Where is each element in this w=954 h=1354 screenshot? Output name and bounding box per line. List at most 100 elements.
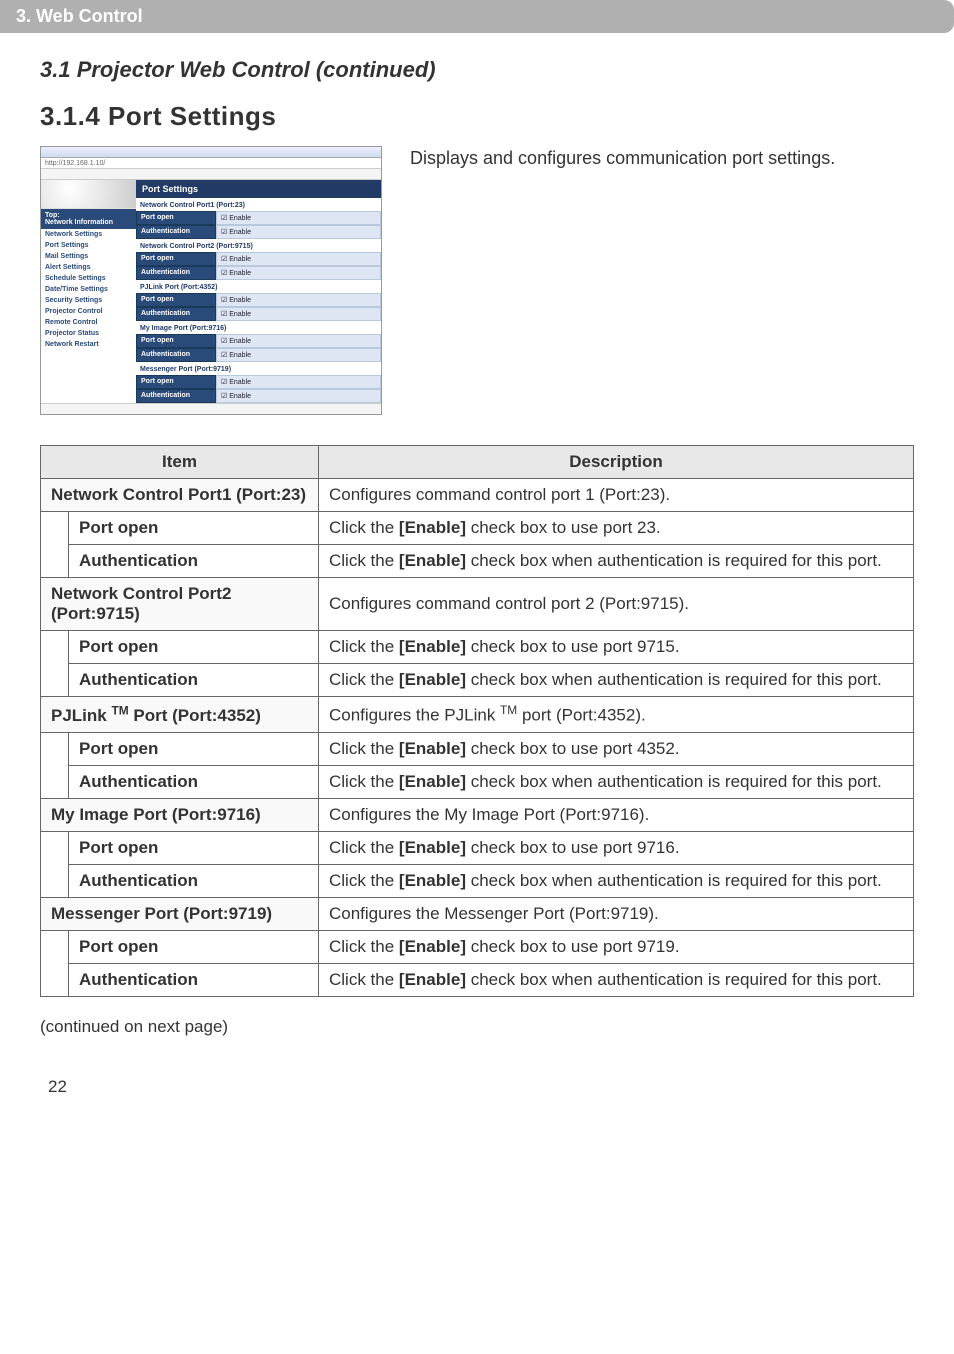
mock-group-title: My Image Port (Port:9716) [136,321,381,334]
group-title-cell: Network Control Port1 (Port:23) [41,479,319,512]
mock-sidebar-item: Projector Control [41,306,136,317]
mock-row: Authentication☑ Enable [136,266,381,280]
row-desc-cell: Click the [Enable] check box when authen… [319,545,914,578]
spec-table: Item Description Network Control Port1 (… [40,445,914,997]
mock-cell-label: Port open [136,375,216,389]
mock-cell-label: Authentication [136,348,216,362]
continued-note: (continued on next page) [40,1017,914,1037]
mock-main-header: Port Settings [136,180,381,198]
mock-row: Port open☑ Enable [136,293,381,307]
mock-cell-label: Port open [136,334,216,348]
group-title-cell: My Image Port (Port:9716) [41,798,319,831]
table-row: Port openClick the [Enable] check box to… [41,631,914,664]
section-bar: 3. Web Control [0,0,954,33]
mock-titlebar [41,147,381,158]
mock-sidebar-item: Date/Time Settings [41,284,136,295]
table-row: AuthenticationClick the [Enable] check b… [41,963,914,996]
mock-sidebar-item: Network Settings [41,229,136,240]
group-title-cell: PJLink TM Port (Port:4352) [41,697,319,733]
mock-cell-value: ☑ Enable [216,266,381,280]
row-label-cell: Authentication [69,864,319,897]
table-row: Port openClick the [Enable] check box to… [41,831,914,864]
mock-cell-value: ☑ Enable [216,334,381,348]
mock-side-label: Network Information [45,219,132,226]
mock-row: Port open☑ Enable [136,211,381,225]
mock-row: Port open☑ Enable [136,252,381,266]
mock-sidebar-item: Alert Settings [41,262,136,273]
table-group-header: Messenger Port (Port:9719)Configures the… [41,897,914,930]
mock-toolbar [41,169,381,180]
mock-cell-label: Authentication [136,389,216,403]
row-label-cell: Authentication [69,963,319,996]
row-desc-cell: Click the [Enable] check box to use port… [319,512,914,545]
mock-cell-value: ☑ Enable [216,389,381,403]
row-label-cell: Port open [69,512,319,545]
mock-cell-value: ☑ Enable [216,225,381,239]
heading-sub: 3.1.4 Port Settings [40,101,914,132]
page-number: 22 [40,1077,914,1097]
row-desc-cell: Click the [Enable] check box when authen… [319,864,914,897]
row-indent-cell [41,732,69,798]
row-label-cell: Port open [69,930,319,963]
row-label-cell: Port open [69,631,319,664]
screenshot-mock: http://192.168.1.10/ Top: Network Inform… [40,146,382,415]
group-desc-cell: Configures the PJLink TM port (Port:4352… [319,697,914,733]
mock-sidebar-item: Schedule Settings [41,273,136,284]
table-row: Port openClick the [Enable] check box to… [41,732,914,765]
row-label-cell: Authentication [69,664,319,697]
row-label-cell: Port open [69,732,319,765]
mock-group-title: Network Control Port2 (Port:9715) [136,239,381,252]
mock-row: Authentication☑ Enable [136,307,381,321]
row-desc-cell: Click the [Enable] check box to use port… [319,732,914,765]
row-label-cell: Authentication [69,765,319,798]
row-indent-cell [41,930,69,996]
mock-cell-label: Port open [136,293,216,307]
mock-group-title: Network Control Port1 (Port:23) [136,198,381,211]
table-group-header: Network Control Port2 (Port:9715)Configu… [41,578,914,631]
mock-cell-value: ☑ Enable [216,252,381,266]
mock-side-label: Top: [45,212,132,219]
heading-continued: 3.1 Projector Web Control (continued) [40,57,914,83]
mock-sidebar-item: Network Restart [41,339,136,350]
row-indent-cell [41,631,69,697]
mock-row: Port open☑ Enable [136,375,381,389]
mock-sidebar-item: Mail Settings [41,251,136,262]
mock-row: Authentication☑ Enable [136,225,381,239]
row-desc-cell: Click the [Enable] check box when authen… [319,765,914,798]
mock-sidebar-item: Security Settings [41,295,136,306]
mock-sidebar-item: Remote Control [41,317,136,328]
mock-main: Port Settings Network Control Port1 (Por… [136,180,381,403]
row-label-cell: Authentication [69,545,319,578]
mock-group-title: Messenger Port (Port:9719) [136,362,381,375]
mock-sidebar-item: Port Settings [41,240,136,251]
mock-cell-label: Port open [136,252,216,266]
row-desc-cell: Click the [Enable] check box to use port… [319,631,914,664]
row-indent-cell [41,831,69,897]
th-description: Description [319,446,914,479]
group-title-cell: Messenger Port (Port:9719) [41,897,319,930]
mock-sidebar-item: Projector Status [41,328,136,339]
row-desc-cell: Click the [Enable] check box when authen… [319,664,914,697]
description-text: Displays and configures communication po… [410,146,914,171]
mock-row: Authentication☑ Enable [136,389,381,403]
mock-url: http://192.168.1.10/ [41,158,381,169]
group-title-cell: Network Control Port2 (Port:9715) [41,578,319,631]
group-desc-cell: Configures the My Image Port (Port:9716)… [319,798,914,831]
mock-cell-value: ☑ Enable [216,211,381,225]
mock-row: Authentication☑ Enable [136,348,381,362]
table-row: AuthenticationClick the [Enable] check b… [41,545,914,578]
table-row: AuthenticationClick the [Enable] check b… [41,864,914,897]
row-desc-cell: Click the [Enable] check box to use port… [319,930,914,963]
mock-sidebar-block: Top: Network Information [41,209,136,229]
group-desc-cell: Configures command control port 1 (Port:… [319,479,914,512]
row-label-cell: Port open [69,831,319,864]
table-row: Port openClick the [Enable] check box to… [41,512,914,545]
mock-cell-value: ☑ Enable [216,375,381,389]
row-desc-cell: Click the [Enable] check box when authen… [319,963,914,996]
th-item: Item [41,446,319,479]
table-group-header: Network Control Port1 (Port:23)Configure… [41,479,914,512]
row-desc-cell: Click the [Enable] check box to use port… [319,831,914,864]
mock-cell-value: ☑ Enable [216,307,381,321]
mock-statusbar [41,403,381,414]
mock-cell-label: Authentication [136,307,216,321]
